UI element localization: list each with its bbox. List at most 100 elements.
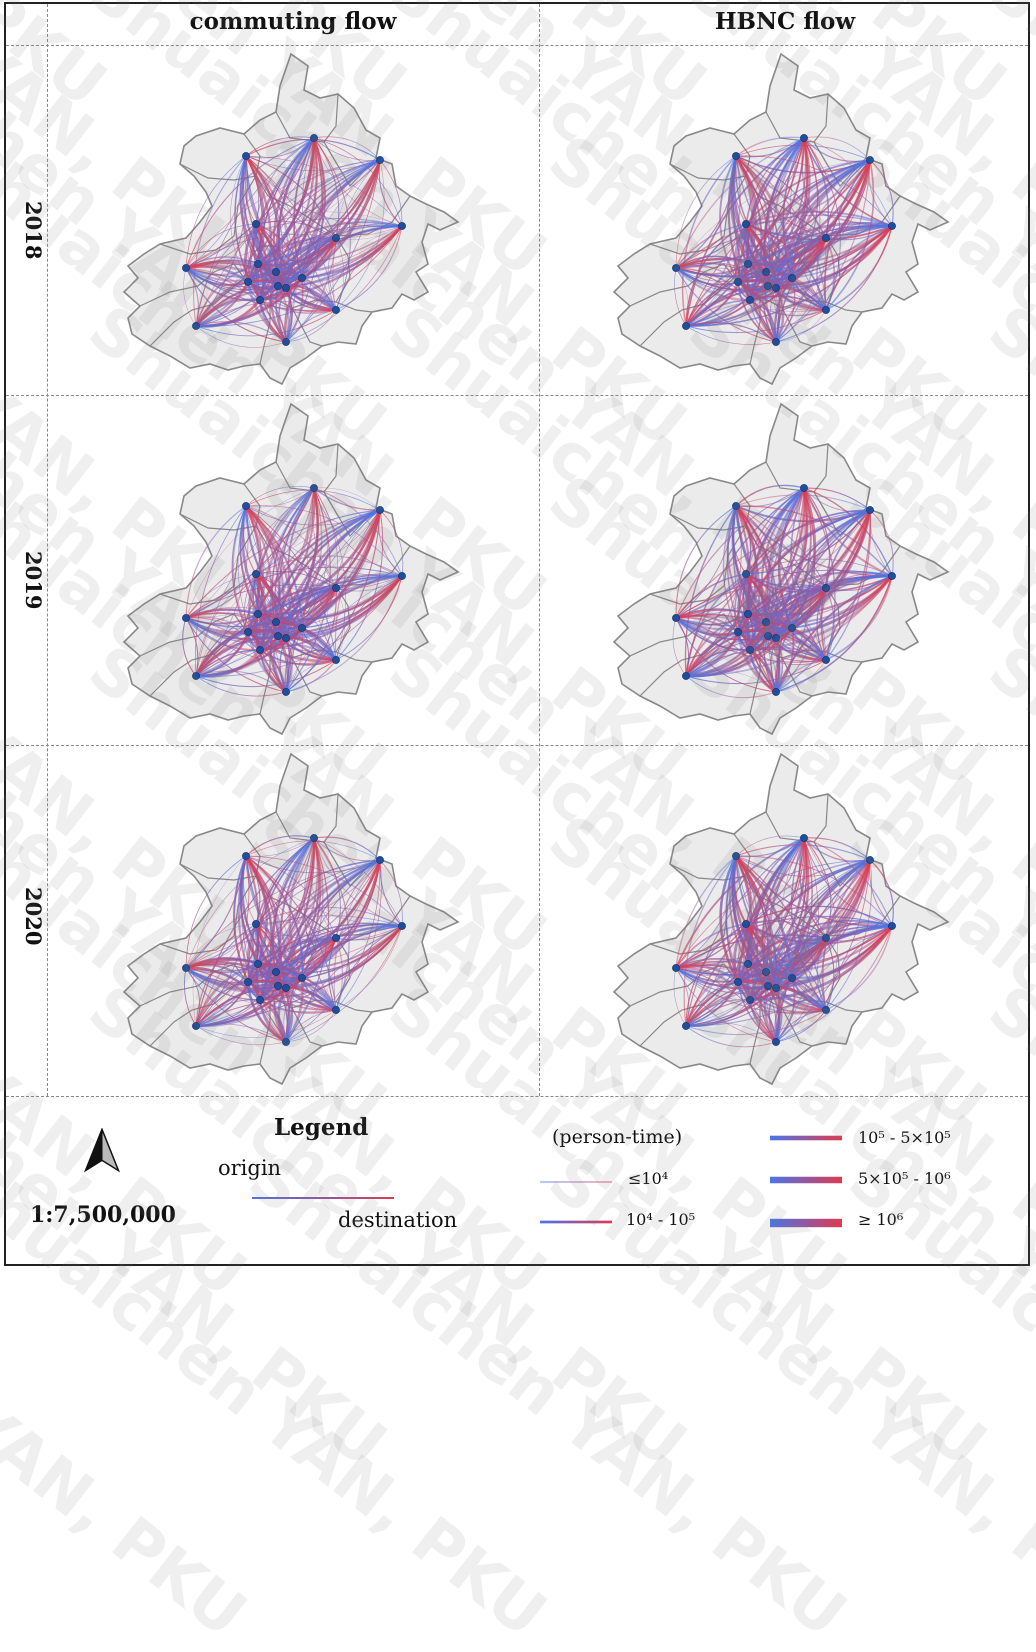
- flow-line: [244, 855, 273, 1001]
- district-node: [244, 278, 252, 286]
- flow-line: [195, 155, 248, 327]
- district-node: [772, 1038, 780, 1046]
- flow-line: [313, 836, 381, 861]
- flow-line: [685, 573, 747, 677]
- flow-line: [185, 837, 315, 969]
- flow-line: [675, 573, 747, 619]
- district-node: [742, 220, 750, 228]
- flow-line: [673, 967, 687, 1027]
- flow-line: [195, 159, 381, 327]
- legend-title: Legend: [274, 1114, 369, 1141]
- flow-line: [775, 637, 827, 661]
- row-title-2018: 2018: [21, 200, 46, 260]
- flow-line: [675, 505, 737, 619]
- flow-line: [675, 505, 737, 619]
- flow-line: [685, 223, 747, 327]
- flow-line: [284, 137, 325, 289]
- district-node: [788, 624, 796, 632]
- flow-line: [285, 937, 337, 1043]
- district-node: [746, 296, 754, 304]
- flow-line: [675, 616, 751, 651]
- flow-line: [685, 855, 738, 1027]
- flow-line: [379, 509, 404, 577]
- district-node: [734, 978, 742, 986]
- flow-line: [195, 487, 315, 677]
- flow-line: [255, 906, 403, 927]
- district-node: [866, 856, 874, 864]
- legend-destination-label: destination: [338, 1208, 458, 1232]
- district-node: [332, 234, 340, 242]
- flow-line: [335, 587, 346, 661]
- district-node: [242, 852, 250, 860]
- district-node: [332, 656, 340, 664]
- legend-class-label-4: 5×10⁵ - 10⁶: [858, 1169, 951, 1188]
- flow-line: [195, 505, 249, 677]
- district-boundary: [159, 235, 235, 255]
- flow-line: [257, 159, 381, 265]
- flow-line: [285, 1009, 337, 1043]
- flow-line: [775, 137, 821, 343]
- flow-line: [185, 137, 315, 269]
- flow-line: [195, 1023, 287, 1043]
- flow-line: [185, 967, 201, 1027]
- flow-line: [285, 987, 294, 1043]
- district-node: [746, 996, 754, 1004]
- flow-line: [285, 627, 304, 693]
- flow-line: [775, 575, 893, 693]
- flow-line: [685, 837, 805, 1027]
- map-panel-commuting-2019: [122, 402, 460, 736]
- flow-line: [749, 999, 777, 1043]
- flow-line: [735, 855, 827, 1011]
- flow-line: [313, 137, 403, 227]
- grid-hline-2: [6, 745, 1028, 746]
- flow-line: [745, 923, 760, 1001]
- grid-vline-left: [47, 4, 48, 1096]
- flow-line: [285, 225, 403, 343]
- flow-line: [775, 987, 783, 1043]
- flow-line: [195, 487, 315, 677]
- flow-line: [735, 154, 794, 279]
- district-node: [734, 278, 742, 286]
- flow-line: [745, 573, 793, 629]
- district-node: [398, 922, 406, 930]
- flow-line: [675, 837, 805, 969]
- district-boundary: [159, 585, 235, 605]
- flow-line: [255, 137, 315, 225]
- flow-line: [195, 670, 287, 693]
- grid-hline-header: [6, 45, 1028, 46]
- district-node: [822, 234, 830, 242]
- flow-line: [195, 309, 337, 337]
- district-node: [672, 964, 680, 972]
- flow-line: [749, 225, 893, 302]
- flow-line: [313, 487, 403, 577]
- district-node: [254, 610, 262, 618]
- district-node: [376, 156, 384, 164]
- flow-line: [775, 859, 871, 1043]
- flow-line: [185, 155, 247, 269]
- flow-line: [685, 281, 739, 327]
- flow-line: [685, 631, 739, 677]
- district-node: [762, 618, 770, 626]
- flow-line: [735, 855, 871, 877]
- flow-line: [285, 925, 403, 1043]
- flow-line: [685, 325, 777, 345]
- flow-line: [183, 967, 197, 1027]
- district-node: [332, 584, 340, 592]
- flow-line: [747, 963, 777, 1043]
- flow-line: [675, 923, 747, 969]
- flow-line: [745, 223, 827, 311]
- district-node: [310, 834, 318, 842]
- flow-line: [745, 905, 893, 927]
- flow-line: [255, 487, 315, 575]
- flow-line: [195, 225, 403, 327]
- flow-line: [735, 855, 778, 989]
- district-node: [398, 222, 406, 230]
- flow-line: [735, 136, 805, 157]
- district-node: [732, 502, 740, 510]
- flow-line: [195, 923, 257, 1027]
- district-node: [244, 628, 252, 636]
- flow-line: [775, 277, 796, 343]
- flow-line: [685, 159, 871, 327]
- flow-line: [195, 137, 315, 327]
- district-node: [744, 960, 752, 968]
